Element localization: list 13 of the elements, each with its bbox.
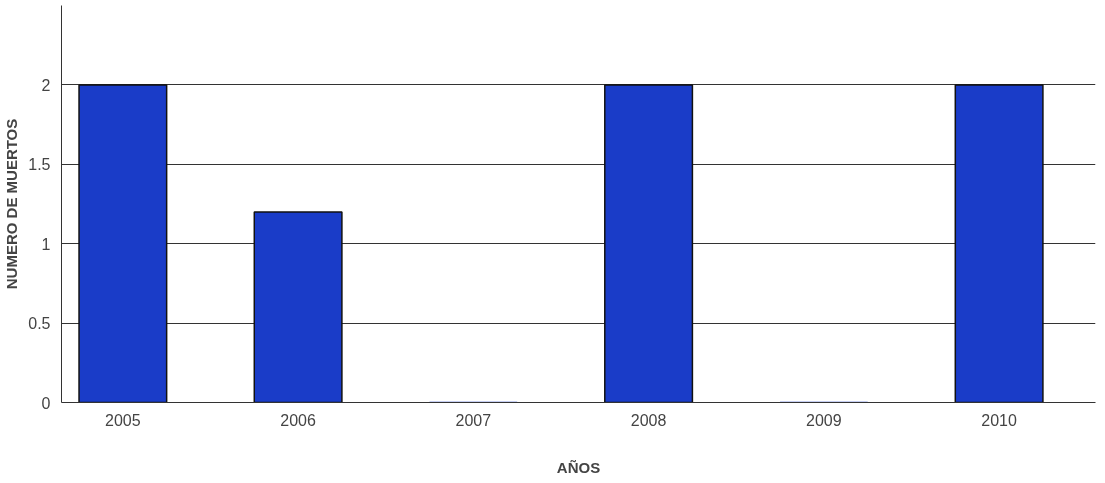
y-tick-label: 1.5	[28, 156, 51, 174]
x-tick-label: 2009	[806, 411, 842, 429]
x-tick-label: 2008	[630, 411, 667, 429]
y-tick-label: 2	[41, 76, 51, 94]
x-tick-label: 2007	[455, 411, 492, 429]
y-tick-label: 1	[41, 235, 51, 253]
y-tick-label: 0	[41, 394, 51, 412]
y-tick-label: 0.5	[28, 315, 51, 333]
x-tick-label: 2010	[981, 411, 1018, 429]
x-tick-label: 2006	[280, 411, 316, 429]
x-axis-title: AÑOS	[556, 458, 601, 476]
x-tick-label: 2005	[105, 411, 141, 429]
y-axis-title: NUMERO DE MUERTOS	[3, 118, 21, 290]
